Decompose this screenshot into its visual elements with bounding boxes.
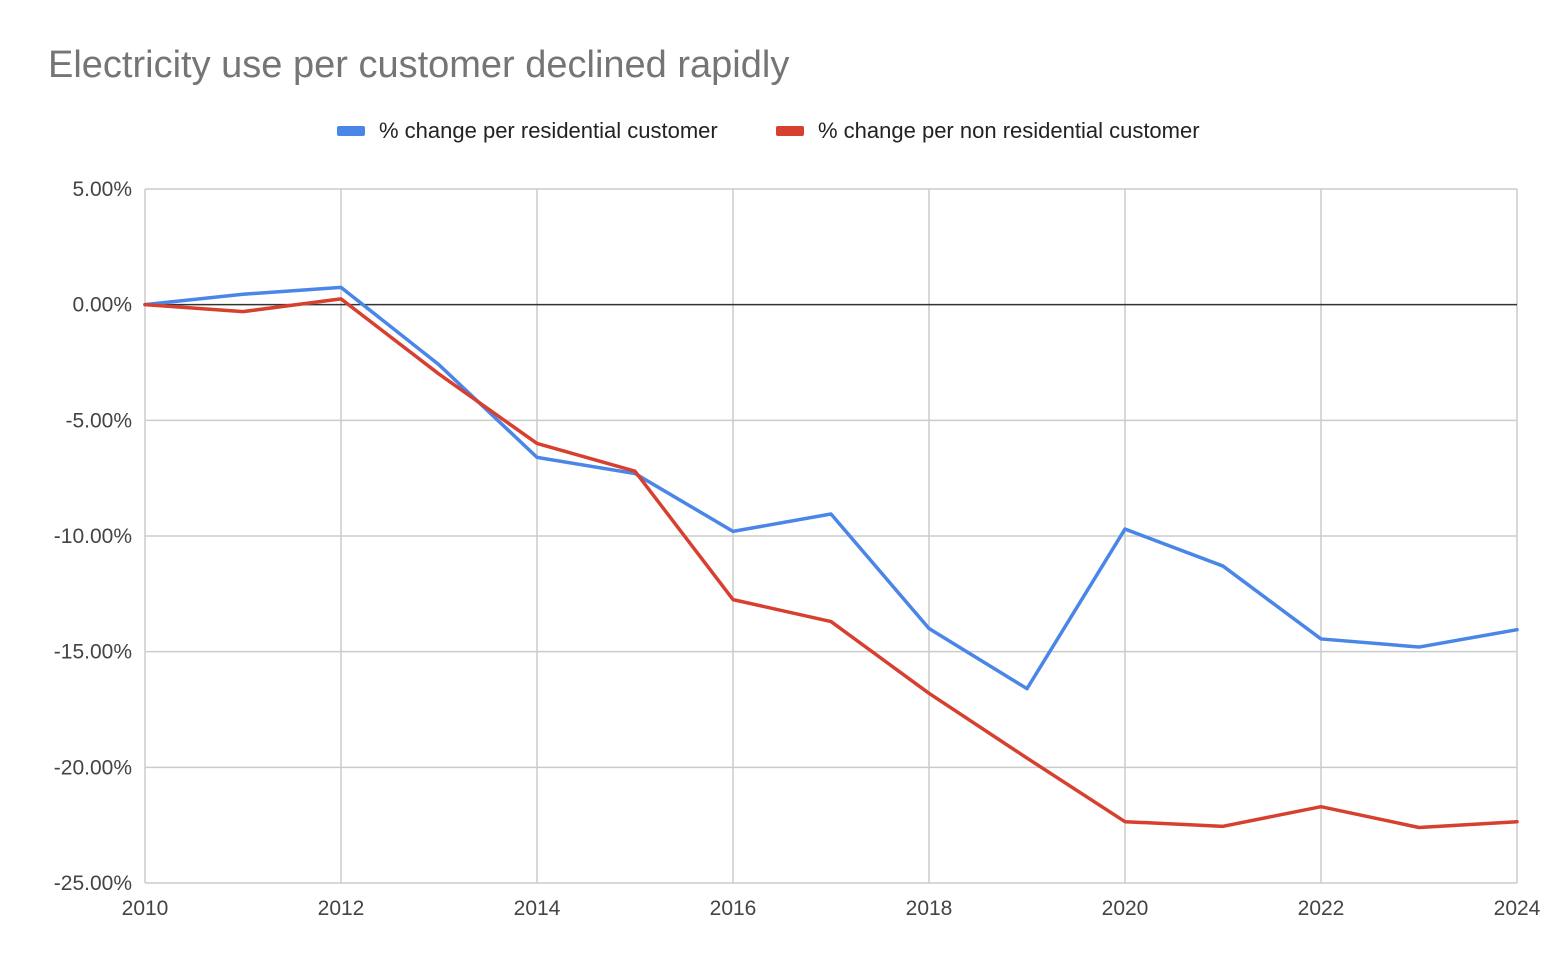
legend-item-non-residential[interactable]: % change per non residential customer <box>776 118 1200 144</box>
y-tick-label: -5.00% <box>65 409 132 432</box>
x-tick-label: 2014 <box>514 897 561 920</box>
y-tick-label: -20.00% <box>54 756 132 779</box>
y-tick-label: -15.00% <box>54 641 132 664</box>
y-tick-label: 0.00% <box>72 294 132 317</box>
x-tick-label: 2022 <box>1298 897 1345 920</box>
y-tick-label: 5.00% <box>72 178 132 201</box>
series-line-residential[interactable] <box>143 285 1519 691</box>
y-tick-label: -10.00% <box>54 525 132 548</box>
legend-item-residential[interactable]: % change per residential customer <box>337 118 718 144</box>
legend-label-non-residential: % change per non residential customer <box>818 118 1200 143</box>
series-lines <box>143 285 1519 830</box>
legend-swatch-residential <box>337 126 365 136</box>
x-tick-label: 2018 <box>906 897 953 920</box>
x-tick-label: 2016 <box>710 897 757 920</box>
legend: % change per residential customer % chan… <box>0 118 1566 148</box>
x-tick-label: 2010 <box>122 897 169 920</box>
x-tick-label: 2024 <box>1494 897 1541 920</box>
x-tick-label: 2020 <box>1102 897 1149 920</box>
y-tick-label: -25.00% <box>54 872 132 895</box>
series-line-non-residential[interactable] <box>143 297 1519 830</box>
legend-label-residential: % change per residential customer <box>379 118 718 143</box>
chart-title: Electricity use per customer declined ra… <box>48 44 790 86</box>
x-axis-tick-labels: 2010 2012 2014 2016 2018 2020 2022 2024 <box>122 897 1541 920</box>
x-tick-label: 2012 <box>318 897 365 920</box>
legend-swatch-non-residential <box>776 126 804 136</box>
y-axis-tick-labels: 5.00% 0.00% -5.00% -10.00% -15.00% -20.00% -25… <box>54 178 132 895</box>
